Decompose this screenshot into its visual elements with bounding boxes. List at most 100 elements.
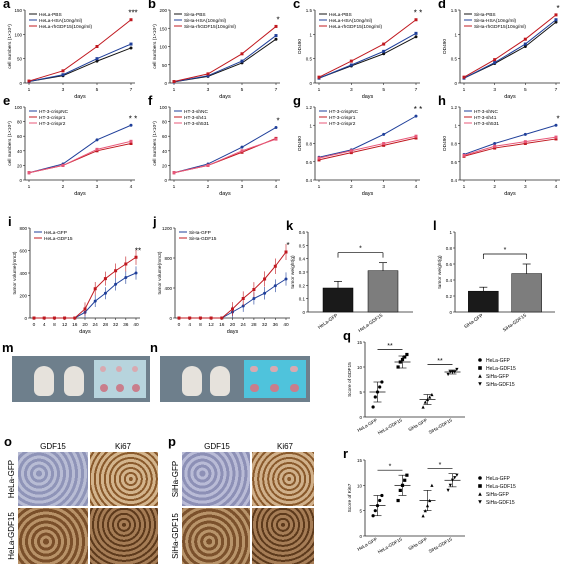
data-point xyxy=(462,75,466,79)
y-tick-label: 400 xyxy=(164,286,172,291)
y-tick-label: 0 xyxy=(169,316,172,321)
ihc-column-label: Ki67 xyxy=(115,442,132,451)
data-point xyxy=(114,282,118,286)
panel-letter: l xyxy=(433,218,437,233)
data-point xyxy=(421,514,425,518)
legend-label: HeLa-PBS xyxy=(39,12,62,18)
data-point xyxy=(349,151,353,155)
data-point xyxy=(382,49,386,53)
x-tick-label: 1 xyxy=(28,87,31,93)
ihc-p-siha-gdf15-ki67 xyxy=(252,508,314,564)
y-axis-label: OD490 xyxy=(442,136,448,152)
x-tick-label: 3 xyxy=(241,184,244,190)
y-tick-label: 0 xyxy=(164,178,167,183)
data-point xyxy=(61,73,65,77)
y-tick-label: 400 xyxy=(19,271,27,276)
y-tick-label: 100 xyxy=(14,105,22,110)
legend-label: SiHa-rhGDF15(10ng/ml) xyxy=(474,24,526,30)
data-point xyxy=(177,316,181,320)
data-point xyxy=(129,142,133,145)
legend-label: HeLa-GFP xyxy=(44,230,67,236)
data-point xyxy=(198,316,202,320)
data-point xyxy=(554,137,558,141)
data-point xyxy=(403,355,407,359)
data-point xyxy=(554,20,558,24)
legend-label: SiHa-GDF15 xyxy=(189,236,217,242)
x-tick-label: 3 xyxy=(62,87,65,93)
x-axis-label: days xyxy=(219,94,231,100)
data-point xyxy=(134,271,138,275)
significance-mark: * * xyxy=(129,114,137,123)
legend-label: HeLa-HSA(10ng/ml) xyxy=(329,18,373,24)
x-tick-label: 1 xyxy=(463,184,466,190)
x-tick-label: 2 xyxy=(493,184,496,190)
legend-label: SiHa-PBS xyxy=(474,12,496,18)
legend-marker xyxy=(478,484,482,488)
legend-label: SiHa-HSA(10ng/ml) xyxy=(474,18,517,24)
y-tick-label: 0 xyxy=(359,534,362,539)
significance-mark: * xyxy=(556,114,559,123)
legend-label: HT-3-crispNC xyxy=(329,109,359,115)
x-tick-label: SiHa-GFP xyxy=(407,537,428,552)
y-axis-label: OD490 xyxy=(297,39,303,55)
data-point xyxy=(134,255,138,259)
data-point xyxy=(240,145,244,149)
y-tick-label: 60 xyxy=(17,134,23,139)
x-tick-label: 4 xyxy=(188,322,191,328)
y-tick-label: 50 xyxy=(162,63,168,68)
y-tick-label: 1 xyxy=(449,230,452,235)
data-point xyxy=(523,42,527,46)
data-point xyxy=(462,153,466,157)
x-tick-label: 5 xyxy=(96,87,99,93)
data-point xyxy=(61,69,65,73)
series-line xyxy=(173,35,277,83)
series-line xyxy=(173,127,277,174)
x-tick-label: 4 xyxy=(555,184,558,190)
data-point xyxy=(371,405,375,409)
data-point xyxy=(523,37,527,41)
data-point xyxy=(284,277,288,281)
x-tick-label: HeLa-GDF15 xyxy=(377,417,404,435)
y-tick-label: 0 xyxy=(449,310,452,315)
y-axis-label: cell numbers (1×10⁴) xyxy=(7,24,13,69)
x-tick-label: 1 xyxy=(318,184,321,190)
series-line xyxy=(463,138,557,157)
data-point xyxy=(317,156,321,160)
data-point xyxy=(554,123,558,127)
x-tick-label: 16 xyxy=(72,322,78,328)
x-tick-label: 36 xyxy=(123,322,129,328)
data-point xyxy=(273,264,277,268)
data-point xyxy=(448,483,452,487)
data-point xyxy=(220,316,224,320)
data-point xyxy=(124,262,128,266)
data-point xyxy=(263,291,267,295)
data-point xyxy=(382,142,386,145)
x-tick-label: 1 xyxy=(318,87,321,93)
data-point xyxy=(274,137,278,141)
panel-letter: i xyxy=(8,214,12,229)
x-tick-label: HeLa-GDF15 xyxy=(377,536,404,554)
legend-label: HeLa-GDF15 xyxy=(486,366,516,372)
panel-letter: a xyxy=(3,0,11,11)
data-point xyxy=(380,493,384,498)
data-point xyxy=(414,114,418,118)
x-tick-label: 24 xyxy=(241,322,247,328)
x-tick-label: 36 xyxy=(273,322,279,328)
y-tick-label: 150 xyxy=(14,8,22,13)
panel-letter: k xyxy=(286,218,294,233)
data-point xyxy=(129,46,133,50)
x-tick-label: 5 xyxy=(524,87,527,93)
data-point xyxy=(95,59,99,63)
series-line xyxy=(318,32,417,79)
data-point xyxy=(396,498,400,503)
legend-label: HT-3-shNC xyxy=(474,109,499,115)
data-point xyxy=(430,392,434,397)
legend-label: HeLa-GFP xyxy=(486,358,511,364)
x-tick-label: 12 xyxy=(208,322,214,328)
ihc-row-label: SiHa-GFP xyxy=(171,461,180,497)
x-tick-label: 20 xyxy=(82,322,88,328)
data-point xyxy=(273,284,277,288)
x-tick-label: 3 xyxy=(350,87,353,93)
legend-label: HT-3-crispr2 xyxy=(39,121,66,127)
data-point xyxy=(349,149,353,153)
